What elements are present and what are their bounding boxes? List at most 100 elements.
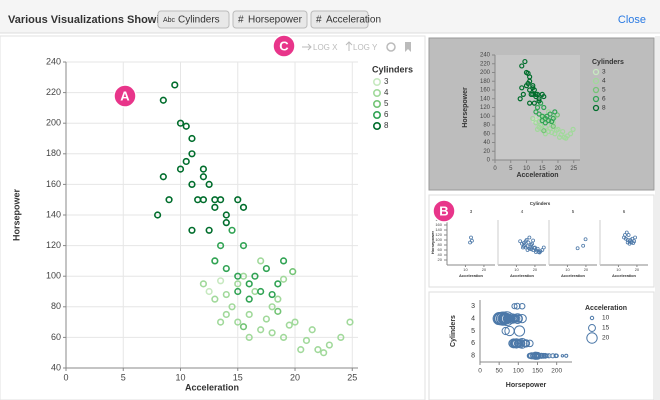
point: [211, 295, 219, 303]
point: [524, 238, 529, 242]
refresh-icon[interactable]: [386, 42, 396, 52]
point: [535, 246, 540, 251]
point: [222, 219, 230, 227]
point: [211, 257, 219, 265]
point: [279, 257, 288, 265]
point: [546, 353, 552, 359]
point: [542, 352, 549, 359]
point: [517, 96, 523, 102]
legend-symbol: [592, 104, 600, 112]
point: [518, 302, 526, 310]
point: [536, 96, 542, 102]
y-tick-label: 180: [46, 148, 61, 158]
point: [537, 250, 542, 255]
point: [527, 235, 532, 240]
field-pill[interactable]: [157, 10, 230, 29]
close-button[interactable]: Close: [618, 14, 646, 26]
point: [550, 123, 556, 129]
legend-label: 5: [384, 99, 389, 108]
point: [159, 173, 167, 181]
x-tick-label: 10: [565, 267, 570, 272]
point: [228, 226, 236, 234]
point: [507, 313, 518, 324]
log-y-button[interactable]: LOG Y: [353, 43, 378, 52]
point: [171, 81, 179, 89]
point: [337, 333, 345, 342]
point: [519, 63, 525, 69]
point: [257, 326, 265, 334]
point: [470, 238, 474, 243]
point: [268, 290, 276, 299]
annotation-badge: [432, 199, 456, 223]
thumbnail-strip[interactable]: [428, 291, 655, 400]
legend-label: 4: [384, 88, 389, 97]
point: [632, 239, 637, 244]
thumbnail-facets[interactable]: [428, 194, 655, 288]
field-pill[interactable]: [232, 10, 308, 29]
point: [526, 352, 533, 359]
y-tick-label: 120: [435, 232, 442, 237]
x-tick-label: 25: [347, 373, 357, 383]
point: [570, 126, 576, 132]
log-x-button[interactable]: LOG X: [313, 43, 338, 52]
point: [530, 83, 536, 89]
point: [556, 134, 563, 140]
point: [274, 280, 282, 288]
point: [529, 247, 534, 252]
facet-header: 4: [521, 209, 524, 214]
y-tick-label: 60: [438, 247, 443, 252]
point: [563, 135, 569, 141]
point: [222, 290, 230, 299]
point: [239, 323, 248, 331]
point: [541, 354, 545, 358]
point: [199, 165, 208, 173]
point: [521, 245, 525, 250]
point: [205, 180, 213, 188]
point: [285, 321, 293, 329]
point: [188, 134, 196, 143]
point: [469, 235, 473, 240]
point: [517, 313, 527, 324]
y-tick-label: 0: [487, 158, 491, 164]
point: [531, 87, 537, 93]
point: [289, 268, 297, 276]
point: [262, 315, 270, 323]
legend-label: 3: [602, 69, 606, 76]
x-tick-label: 200: [551, 367, 562, 374]
point: [512, 313, 523, 324]
y-tick-label: 4: [471, 315, 475, 322]
y-tick-label: 60: [483, 131, 490, 137]
facet-header: 5: [572, 209, 575, 214]
y-tick-label: 6: [471, 340, 475, 347]
point: [165, 196, 173, 204]
y-tick-label: 20: [483, 149, 490, 155]
point: [510, 339, 519, 348]
field-pill[interactable]: [310, 10, 369, 29]
legend-title: Cylinders: [592, 59, 624, 66]
point: [527, 78, 533, 84]
point: [522, 339, 530, 347]
legend-title: Cylinders: [372, 64, 413, 74]
point: [564, 353, 569, 358]
point: [291, 318, 299, 326]
bookmark-icon[interactable]: [405, 42, 411, 52]
x-tick-label: 20: [555, 166, 562, 172]
point: [274, 307, 282, 315]
legend-label: 5: [602, 87, 606, 94]
x-tick-label: 50: [496, 367, 504, 374]
point: [583, 237, 588, 242]
point: [560, 128, 566, 135]
point: [302, 336, 311, 345]
y-tick-label: 160: [435, 222, 442, 227]
point: [182, 122, 190, 130]
point: [234, 318, 242, 326]
point: [199, 280, 208, 288]
point: [549, 129, 555, 136]
point: [534, 104, 541, 111]
point: [239, 203, 248, 211]
field-name: Cylinders: [178, 15, 220, 26]
y-tick-label: 40: [438, 252, 443, 257]
legend-label: 6: [602, 96, 606, 103]
y-tick-label: 120: [480, 105, 491, 111]
